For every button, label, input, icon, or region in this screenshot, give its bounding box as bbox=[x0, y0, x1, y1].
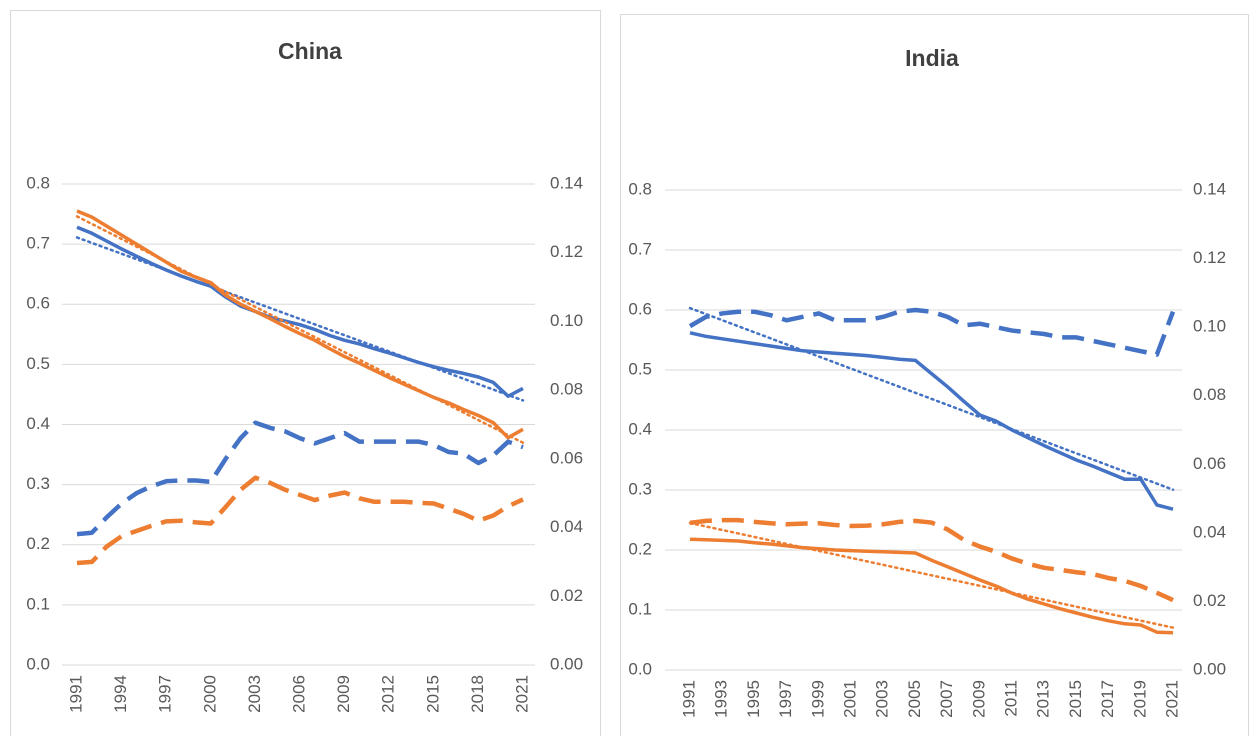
x-tick-label: 2015 bbox=[423, 675, 442, 713]
y-tick-label: 0.7 bbox=[26, 234, 50, 253]
dashed-line bbox=[688, 307, 1176, 357]
y-tick-label: 0.4 bbox=[26, 414, 50, 433]
y2-tick-label: 0.04 bbox=[550, 517, 583, 536]
line bbox=[76, 225, 524, 398]
y-tick-label: 0.6 bbox=[26, 294, 50, 313]
x-tick-label: 2006 bbox=[289, 675, 308, 713]
y2-tick-label: 0.10 bbox=[1193, 317, 1226, 336]
chart-frame bbox=[10, 10, 601, 736]
x-tick-label: 1991 bbox=[66, 675, 85, 713]
x-tick-label: 2005 bbox=[905, 680, 924, 718]
y2-tick-label: 0.00 bbox=[1193, 659, 1226, 678]
y-tick-label: 0.8 bbox=[26, 173, 50, 192]
y2-tick-label: 0.12 bbox=[550, 242, 583, 261]
y2-tick-label: 0.14 bbox=[550, 173, 583, 192]
x-tick-label: 2007 bbox=[937, 680, 956, 718]
dashed-line bbox=[76, 475, 524, 566]
x-tick-label: 2015 bbox=[1066, 680, 1085, 718]
y2-tick-label: 0.08 bbox=[1193, 385, 1226, 404]
x-tick-label: 2021 bbox=[1162, 680, 1181, 718]
y2-tick-label: 0.08 bbox=[550, 380, 583, 399]
y-tick-label: 0.3 bbox=[628, 479, 652, 498]
x-tick-label: 1991 bbox=[679, 680, 698, 718]
x-tick-label: 1997 bbox=[776, 680, 795, 718]
y2-tick-label: 0.06 bbox=[1193, 454, 1226, 473]
trendline bbox=[75, 236, 525, 402]
line bbox=[689, 331, 1174, 511]
x-tick-label: 2001 bbox=[840, 680, 859, 718]
y-tick-label: 0.1 bbox=[628, 599, 652, 618]
y-tick-label: 0.4 bbox=[628, 419, 652, 438]
y-tick-label: 0.1 bbox=[26, 594, 50, 613]
y-tick-label: 0.0 bbox=[628, 659, 652, 678]
x-tick-label: 2009 bbox=[334, 675, 353, 713]
chart-frame bbox=[620, 14, 1249, 736]
y2-tick-label: 0.14 bbox=[1193, 179, 1226, 198]
x-tick-label: 2021 bbox=[512, 675, 531, 713]
x-tick-label: 2003 bbox=[245, 675, 264, 713]
y-tick-label: 0.5 bbox=[26, 354, 50, 373]
y-tick-label: 0.0 bbox=[26, 654, 50, 673]
x-tick-label: 1999 bbox=[808, 680, 827, 718]
x-tick-label: 1993 bbox=[712, 680, 731, 718]
y-tick-label: 0.5 bbox=[628, 359, 652, 378]
y2-tick-label: 0.12 bbox=[1193, 248, 1226, 267]
y-tick-label: 0.3 bbox=[26, 474, 50, 493]
trendline bbox=[688, 306, 1175, 491]
x-tick-label: 1994 bbox=[111, 675, 130, 713]
y2-tick-label: 0.00 bbox=[550, 654, 583, 673]
x-tick-label: 2017 bbox=[1098, 680, 1117, 718]
x-tick-label: 2000 bbox=[200, 675, 219, 713]
x-tick-label: 2012 bbox=[379, 675, 398, 713]
x-tick-label: 1995 bbox=[744, 680, 763, 718]
y-tick-label: 0.2 bbox=[628, 539, 652, 558]
y-tick-label: 0.2 bbox=[26, 534, 50, 553]
x-tick-label: 2011 bbox=[1001, 680, 1020, 717]
x-tick-label: 1997 bbox=[156, 675, 175, 713]
y2-tick-label: 0.02 bbox=[1193, 591, 1226, 610]
y2-tick-label: 0.04 bbox=[1193, 522, 1226, 541]
x-tick-label: 2013 bbox=[1034, 680, 1053, 718]
chart-title: India bbox=[905, 45, 959, 71]
y2-tick-label: 0.02 bbox=[550, 586, 583, 605]
y-tick-label: 0.7 bbox=[628, 239, 652, 258]
line bbox=[76, 209, 524, 440]
dashed-line bbox=[76, 420, 524, 537]
x-tick-label: 2009 bbox=[969, 680, 988, 718]
chart-title: China bbox=[278, 38, 342, 64]
y2-tick-label: 0.10 bbox=[550, 311, 583, 330]
line bbox=[689, 537, 1174, 635]
x-tick-label: 2003 bbox=[873, 680, 892, 718]
dashed-line bbox=[689, 517, 1174, 603]
x-tick-label: 2019 bbox=[1130, 680, 1149, 718]
y-tick-label: 0.6 bbox=[628, 299, 652, 318]
trendline bbox=[688, 521, 1175, 629]
x-tick-label: 2018 bbox=[468, 675, 487, 713]
y-tick-label: 0.8 bbox=[628, 179, 652, 198]
y2-tick-label: 0.06 bbox=[550, 448, 583, 467]
